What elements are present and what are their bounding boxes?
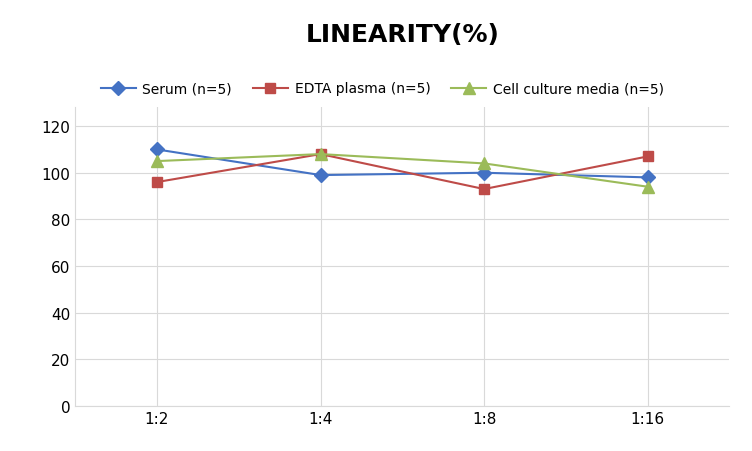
EDTA plasma (n=5) <box>480 187 489 192</box>
Legend: Serum (n=5), EDTA plasma (n=5), Cell culture media (n=5): Serum (n=5), EDTA plasma (n=5), Cell cul… <box>96 77 669 102</box>
Cell culture media (n=5) <box>480 161 489 167</box>
Line: Cell culture media (n=5): Cell culture media (n=5) <box>151 149 653 193</box>
Cell culture media (n=5) <box>316 152 325 157</box>
EDTA plasma (n=5) <box>316 152 325 157</box>
Serum (n=5) <box>643 175 652 181</box>
EDTA plasma (n=5) <box>153 180 162 185</box>
Line: Serum (n=5): Serum (n=5) <box>152 145 653 183</box>
Cell culture media (n=5) <box>153 159 162 165</box>
Line: EDTA plasma (n=5): EDTA plasma (n=5) <box>152 150 653 194</box>
EDTA plasma (n=5) <box>643 154 652 160</box>
Serum (n=5) <box>153 147 162 153</box>
Cell culture media (n=5) <box>643 184 652 190</box>
Serum (n=5) <box>316 173 325 179</box>
Text: LINEARITY(%): LINEARITY(%) <box>305 23 499 47</box>
Serum (n=5) <box>480 170 489 176</box>
